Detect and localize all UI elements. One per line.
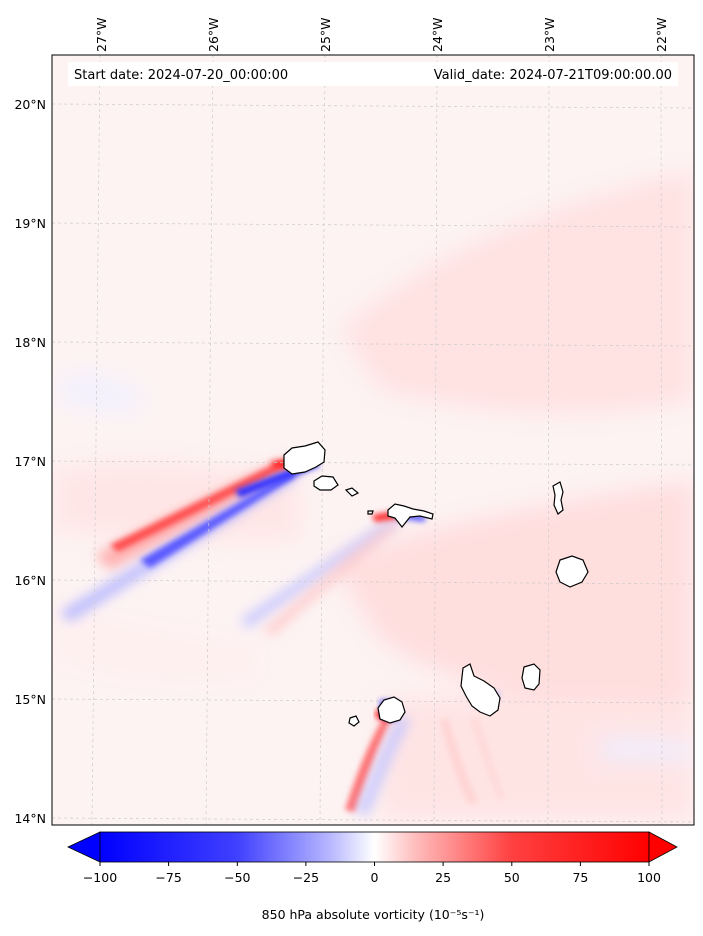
island-branco [367,510,374,515]
latitude-tick-labels: 20°N 19°N 18°N 17°N 16°N 15°N 14°N [14,97,46,826]
lon-tick-0: 27°W [94,17,109,52]
colorbar-extend-low [67,831,101,863]
island-brava [348,715,360,727]
lat-tick-2: 18°N [14,335,46,350]
longitude-tick-labels: 27°W 26°W 25°W 24°W 23°W 22°W [94,17,669,52]
map-panel [52,55,694,825]
colorbar-tick-8: 100 [637,870,661,885]
colorbar-tick-3: −25 [293,870,319,885]
colorbar-ticks [99,862,650,866]
island-santiago [460,663,501,717]
lon-tick-5: 22°W [654,17,669,52]
map-frame [51,54,695,826]
lon-tick-3: 24°W [430,17,445,52]
vorticity-streak-north [60,458,320,622]
colorbar-units: (10⁻⁵s⁻¹) [429,907,484,922]
lon-tick-4: 23°W [542,17,557,52]
gridlines [52,55,694,825]
start-date-label: Start date: 2024-07-20_00:00:00 [74,68,288,83]
island-fogo [377,696,406,724]
colorbar-title: 850 hPa absolute vorticity (10⁻⁵s⁻¹) [262,907,485,922]
colorbar-tick-0: −100 [83,870,117,885]
lat-tick-4: 16°N [14,573,46,588]
coastlines [283,441,589,727]
colorbar-tick-7: 75 [572,870,588,885]
lon-tick-2: 25°W [318,17,333,52]
lat-tick-1: 19°N [14,216,46,231]
lat-tick-0: 20°N [14,97,46,112]
header-box [68,62,678,86]
vorticity-streak-south [345,690,505,815]
vorticity-field [52,170,694,820]
colorbar-tick-6: 50 [504,870,520,885]
colorbar-extend-high [648,831,678,863]
island-sao-nicolau [387,503,434,528]
colorbar-tick-5: 25 [435,870,451,885]
island-santa-luzia [344,487,360,497]
lat-tick-6: 14°N [14,811,46,826]
colorbar-title-text: 850 hPa absolute vorticity [262,907,426,922]
colorbar-tick-2: −50 [224,870,250,885]
lon-tick-1: 26°W [206,17,221,52]
colorbar: −100 −75 −50 −25 0 25 50 75 100 850 hPa … [67,831,678,922]
lat-tick-3: 17°N [14,454,46,469]
island-sao-vicente [313,475,339,491]
lat-tick-5: 15°N [14,692,46,707]
island-boa-vista [555,555,589,588]
valid-date-label: Valid_date: 2024-07-21T09:00:00.00 [434,68,672,83]
colorbar-tick-4: 0 [371,870,379,885]
island-sal [552,481,564,515]
colorbar-tick-1: −75 [155,870,181,885]
island-maio [521,663,541,691]
colorbar-gradient [99,831,650,863]
island-santo-antao [283,441,326,475]
